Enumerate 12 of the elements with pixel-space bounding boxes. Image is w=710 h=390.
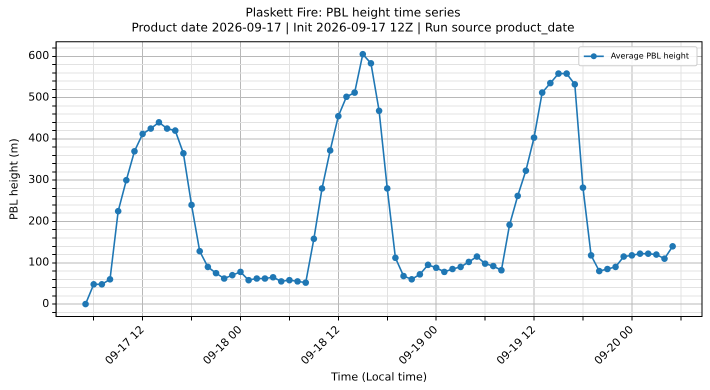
y-tick-label: 200 <box>28 214 50 228</box>
y-tick-label: 100 <box>28 256 50 269</box>
y-tick-label: 500 <box>28 90 50 104</box>
y-tick-label: 600 <box>28 49 50 62</box>
y-axis-title: PBL height (m) <box>7 138 20 220</box>
legend-label: Average PBL height <box>610 51 690 60</box>
x-axis-title: Time (Local time) <box>330 370 428 384</box>
y-tick-label: 300 <box>28 173 50 186</box>
chart-title: Plaskett Fire: PBL height time series <box>245 5 461 20</box>
y-tick-label: 0 <box>42 296 50 310</box>
y-tick-label: 400 <box>28 132 50 145</box>
chart-subtitle: Product date 2026-09-17 | Init 2026-09-17 12Z | Run source product_date <box>131 20 575 35</box>
